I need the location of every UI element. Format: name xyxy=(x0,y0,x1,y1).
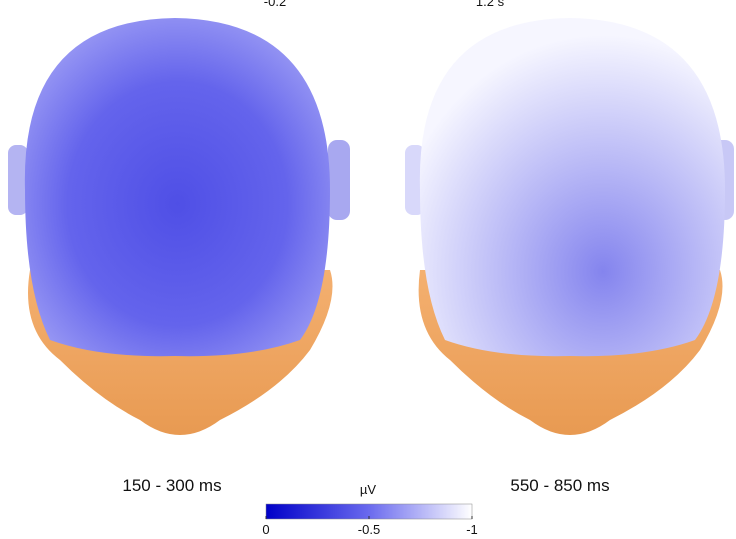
panel-label: 150 - 300 ms xyxy=(122,476,221,495)
head-left xyxy=(8,18,350,435)
time-end: 1.2 s xyxy=(476,0,505,9)
colorbar-tick-label: -1 xyxy=(466,522,478,537)
time-start: -0.2 xyxy=(264,0,286,9)
colorbar-tick-label: 0 xyxy=(262,522,269,537)
colorbar-tick-label: -0.5 xyxy=(358,522,380,537)
colorbar-ticks: 0 -0.5 -1 xyxy=(262,516,478,537)
head-right xyxy=(405,18,734,435)
colorbar-unit: µV xyxy=(360,482,376,497)
panel-label: 550 - 850 ms xyxy=(510,476,609,495)
